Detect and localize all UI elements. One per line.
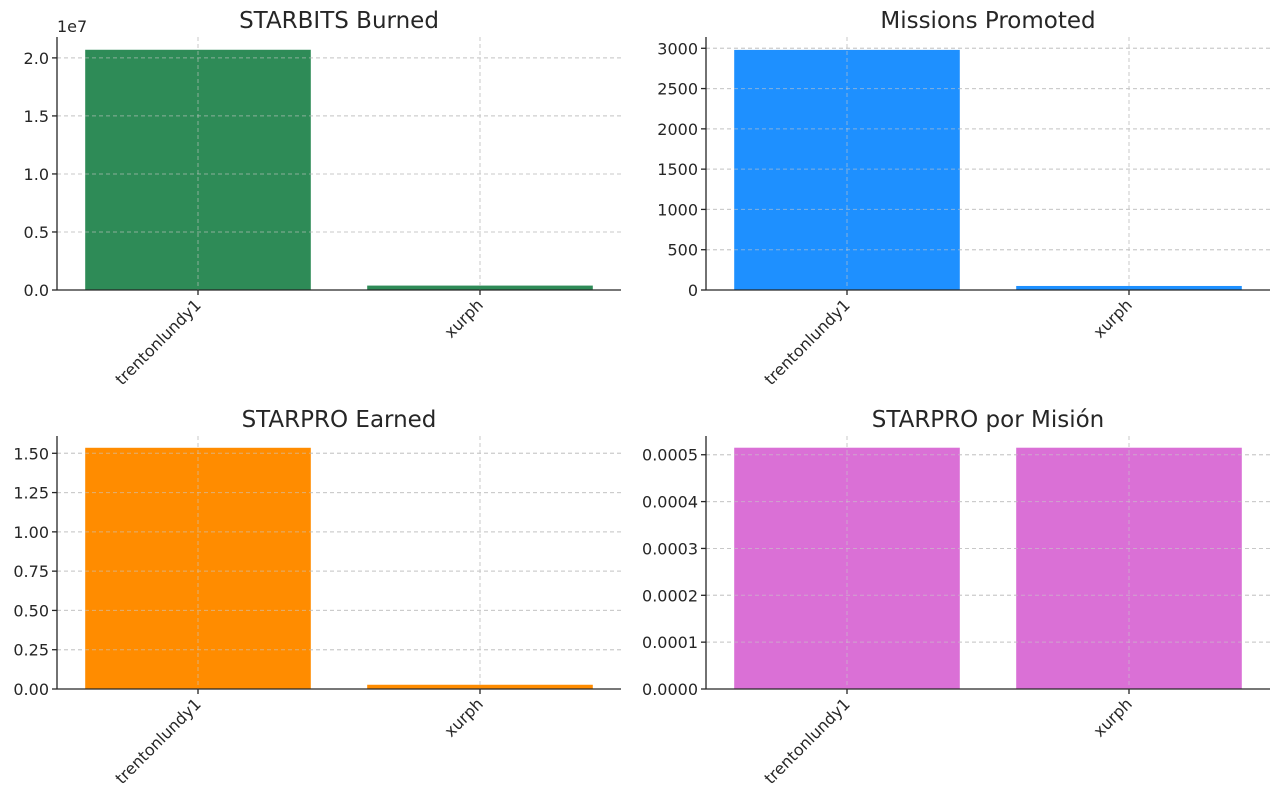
y-tick-label: 0.5	[24, 223, 49, 242]
y-tick-label: 1.50	[13, 444, 49, 463]
y-tick-label: 0.0002	[642, 586, 698, 605]
x-tick-label: trentonlundy1	[111, 295, 204, 388]
chart-panel-2: 0 500 1000 1500 2000 2500 3000 trentonlundy1 xur…	[657, 8, 1270, 389]
bar-xurph	[1016, 285, 1242, 290]
y-tick-label: 500	[667, 241, 698, 260]
bar-trentonlundy1	[734, 447, 960, 689]
y-tick-label: 2500	[657, 80, 698, 99]
y-tick-label: 0.0004	[642, 493, 698, 512]
x-tick-label: trentonlundy1	[111, 694, 204, 787]
chart-title: STARPRO por Misión	[872, 407, 1105, 433]
bar-xurph	[367, 285, 593, 290]
y-tick-label: 0.0005	[642, 446, 698, 465]
y-tick-label: 2000	[657, 120, 698, 139]
y-tick-label: 0.0003	[642, 539, 698, 558]
chart-title: Missions Promoted	[880, 8, 1095, 34]
y-tick-label: 0.75	[13, 562, 49, 581]
y-tick-label: 0.0000	[642, 680, 698, 699]
chart-panel-4: 0.0000 0.0001 0.0002 0.0003 0.0004 0.0005 tren…	[642, 407, 1270, 788]
y-tick-label: 1.00	[13, 523, 49, 542]
y-tick-label: 1.5	[24, 107, 49, 126]
chart-title: STARPRO Earned	[242, 407, 437, 433]
y-tick-label: 0.0001	[642, 633, 698, 652]
bar-trentonlundy1	[734, 49, 960, 290]
bar-xurph	[367, 684, 593, 689]
chart-panel-1: 0.0 0.5 1.0 1.5 2.0 trentonlundy1 xurph 1e7 STAR…	[24, 8, 621, 389]
x-tick-label: xurph	[1090, 694, 1136, 740]
y-tick-label: 0.00	[13, 680, 49, 699]
bar-trentonlundy1	[85, 49, 311, 291]
x-tick-label: trentonlundy1	[760, 295, 853, 388]
chart-panel-3: 0.00 0.25 0.50 0.75 1.00 1.25 1.50 trentonlundy…	[13, 407, 621, 788]
y-offset-label: 1e7	[57, 17, 87, 36]
x-tick-label: trentonlundy1	[760, 694, 853, 787]
y-tick-label: 3000	[657, 39, 698, 58]
chart-title: STARBITS Burned	[239, 8, 439, 34]
x-tick-label: xurph	[1090, 295, 1136, 341]
y-tick-label: 0.0	[24, 281, 49, 300]
y-tick-label: 0	[688, 281, 698, 300]
bar-trentonlundy1	[85, 447, 311, 689]
bar-xurph	[1016, 447, 1242, 689]
y-tick-label: 0.50	[13, 601, 49, 620]
y-tick-label: 1.0	[24, 165, 49, 184]
y-tick-label: 2.0	[24, 49, 49, 68]
y-tick-label: 1.25	[13, 484, 49, 503]
y-tick-label: 1000	[657, 200, 698, 219]
y-tick-label: 1500	[657, 160, 698, 179]
x-tick-label: xurph	[441, 295, 487, 341]
y-tick-label: 0.25	[13, 641, 49, 660]
x-tick-label: xurph	[441, 694, 487, 740]
